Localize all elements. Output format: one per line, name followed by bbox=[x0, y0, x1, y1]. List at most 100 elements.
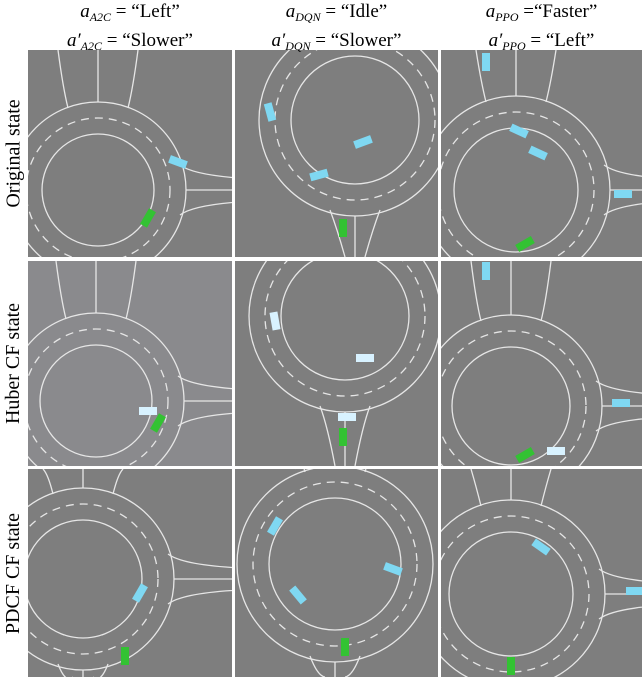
header-line: aDQN = “Idle” bbox=[235, 0, 438, 29]
action: = “Slower” bbox=[310, 30, 402, 51]
lane-edge bbox=[39, 344, 153, 458]
lane-divider bbox=[441, 515, 590, 673]
subscript: A2C bbox=[80, 39, 103, 53]
road-edge bbox=[177, 412, 232, 427]
symbol: a′ bbox=[271, 30, 286, 51]
row-label: PDCF CF state bbox=[0, 469, 28, 677]
vehicle bbox=[289, 585, 307, 605]
symbol: a bbox=[485, 1, 496, 22]
vehicle bbox=[168, 155, 188, 169]
column-header: aPPO =“Faster” a′PPO = “Left” bbox=[441, 0, 642, 58]
road-edge bbox=[55, 261, 67, 320]
header-line: a′DQN = “Slower” bbox=[235, 29, 438, 58]
road-scene bbox=[235, 50, 438, 257]
vehicle bbox=[263, 102, 277, 122]
row-label: Huber CF state bbox=[0, 261, 28, 466]
road-edge bbox=[595, 418, 642, 432]
column-header: aDQN = “Idle” a′DQN = “Slower” bbox=[235, 0, 438, 58]
road-edge bbox=[364, 209, 381, 257]
lane-edge bbox=[268, 497, 402, 631]
vehicle bbox=[482, 262, 490, 280]
vehicle bbox=[339, 219, 347, 237]
lane-divider bbox=[274, 50, 436, 201]
action: = “Left” bbox=[525, 30, 595, 51]
lane-divider bbox=[264, 261, 426, 397]
vehicle bbox=[356, 354, 374, 362]
column-header: aA2C = “Left” a′A2C = “Slower” bbox=[28, 0, 232, 58]
vehicle bbox=[626, 587, 642, 595]
header-line: aA2C = “Left” bbox=[28, 0, 232, 29]
background bbox=[441, 469, 642, 677]
road-edge bbox=[127, 50, 139, 109]
vehicle bbox=[121, 647, 129, 665]
subscript: PPO bbox=[495, 10, 519, 24]
row-text: Original state bbox=[2, 99, 25, 208]
vehicle bbox=[509, 123, 529, 139]
vehicle bbox=[267, 516, 283, 536]
vehicle bbox=[515, 236, 535, 252]
subscript: A2C bbox=[89, 10, 112, 24]
subscript: PPO bbox=[502, 39, 526, 53]
background bbox=[28, 50, 232, 257]
vehicle bbox=[531, 538, 551, 556]
vehicle bbox=[547, 447, 565, 455]
lane-edge bbox=[28, 519, 143, 639]
road-edge bbox=[470, 469, 482, 507]
subscript: DQN bbox=[295, 10, 321, 24]
action: = “Idle” bbox=[320, 1, 388, 22]
vehicle bbox=[383, 562, 403, 576]
road-scene bbox=[235, 469, 438, 677]
row-text: Huber CF state bbox=[2, 302, 25, 425]
symbol: a bbox=[80, 1, 90, 22]
vehicle bbox=[139, 407, 157, 415]
vehicle bbox=[353, 135, 373, 149]
road-edge bbox=[598, 606, 642, 620]
vehicle bbox=[614, 190, 632, 198]
header-line: aPPO =“Faster” bbox=[441, 0, 642, 29]
vehicle bbox=[309, 168, 329, 182]
vehicle bbox=[338, 413, 356, 421]
action: = “Slower” bbox=[102, 30, 193, 51]
lane-edge bbox=[41, 133, 155, 247]
road-edge bbox=[545, 50, 557, 103]
row-label: Original state bbox=[0, 50, 28, 257]
lane-edge bbox=[290, 55, 420, 185]
road-edge bbox=[93, 663, 109, 677]
lane-edge bbox=[451, 346, 571, 466]
row-text: PDCF CF state bbox=[2, 512, 25, 634]
lane-divider bbox=[28, 503, 159, 655]
vehicle bbox=[341, 638, 349, 656]
lane-divider bbox=[441, 330, 587, 466]
background bbox=[28, 261, 232, 466]
vehicle bbox=[150, 413, 166, 433]
background bbox=[441, 261, 642, 466]
road-scene bbox=[28, 50, 232, 257]
background bbox=[235, 469, 438, 677]
vehicle bbox=[612, 399, 630, 407]
road-edge bbox=[42, 469, 54, 495]
action: = “Left” bbox=[111, 1, 180, 22]
lane-divider bbox=[28, 328, 169, 466]
symbol: a′ bbox=[488, 30, 503, 51]
lane-divider bbox=[28, 117, 171, 257]
road-edge bbox=[319, 405, 336, 466]
vehicle bbox=[269, 311, 281, 331]
road-scene bbox=[441, 261, 642, 466]
road-edge bbox=[364, 469, 375, 473]
road-edge bbox=[179, 201, 232, 216]
vehicle bbox=[339, 428, 347, 446]
lane-edge bbox=[448, 531, 574, 657]
road-scene bbox=[28, 261, 232, 466]
background bbox=[28, 469, 232, 677]
road-scene bbox=[28, 469, 232, 677]
background bbox=[235, 261, 438, 466]
road-scene bbox=[441, 50, 642, 257]
lane-edge bbox=[280, 261, 410, 381]
action: =“Faster” bbox=[518, 1, 598, 22]
road-scene bbox=[441, 469, 642, 677]
header-line: a′A2C = “Slower” bbox=[28, 29, 232, 58]
road-edge bbox=[329, 209, 346, 257]
road-edge bbox=[595, 380, 642, 394]
road-edge bbox=[470, 261, 482, 322]
